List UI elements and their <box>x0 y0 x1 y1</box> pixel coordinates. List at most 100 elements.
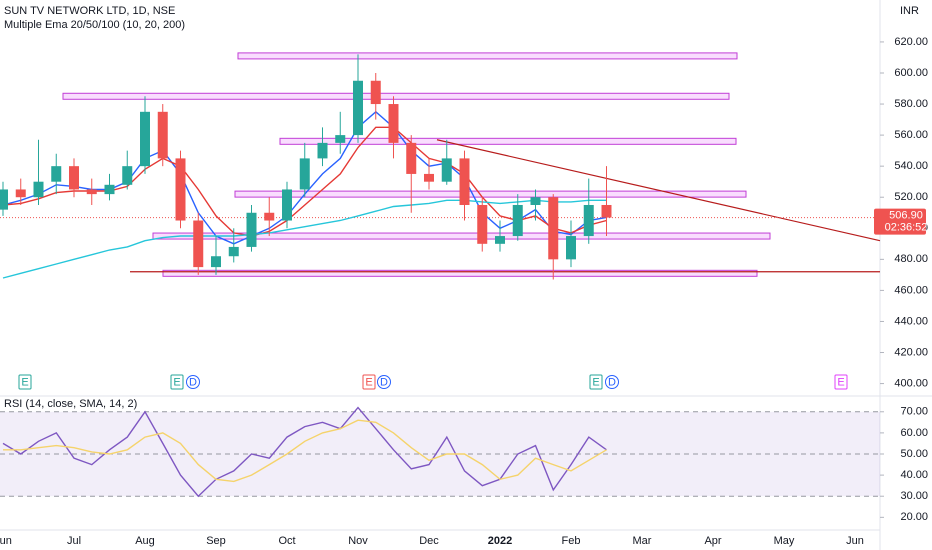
event-label: D <box>608 376 616 388</box>
event-marker <box>18 374 32 390</box>
price-zone <box>162 269 758 277</box>
price-zone <box>279 137 737 145</box>
candle-body <box>406 142 417 174</box>
candle-body <box>104 184 115 195</box>
indicator-label: Multiple Ema 20/50/100 (10, 20, 200) <box>4 19 185 31</box>
candle-body <box>228 246 239 257</box>
rsi-line <box>3 419 607 483</box>
candle-body <box>583 204 594 237</box>
event-marker <box>377 375 391 389</box>
candle-body <box>51 166 62 182</box>
event-label: E <box>837 376 844 388</box>
candle-body <box>335 135 346 143</box>
candle-body <box>530 197 541 205</box>
candle-body <box>122 166 133 185</box>
event-marker <box>834 374 848 390</box>
candle-body <box>69 166 79 190</box>
y-tick-label: 60.00 <box>900 427 928 439</box>
y-tick-label: 460.00 <box>894 284 928 296</box>
y-tick-label: 600.00 <box>894 67 928 79</box>
candle-body <box>459 158 470 205</box>
event-label: E <box>173 376 180 388</box>
x-tick-label: Nov <box>348 535 368 547</box>
candle-body <box>512 204 523 237</box>
candle-body <box>175 158 186 221</box>
x-tick-label: Aug <box>135 535 155 547</box>
y-tick-label: 440.00 <box>894 315 928 327</box>
y-tick-label: 520.00 <box>894 191 928 203</box>
event-marker <box>170 374 184 390</box>
y-tick-label: 480.00 <box>894 253 928 265</box>
x-tick-label: Apr <box>704 535 721 547</box>
event-marker <box>362 374 376 390</box>
candle-body <box>246 212 257 247</box>
candle-body <box>282 189 292 221</box>
x-tick-label: 2022 <box>488 535 512 547</box>
price-zone <box>62 92 730 100</box>
candle-body <box>477 204 488 244</box>
price-badge-timer: 02:36:52 <box>885 221 928 233</box>
x-tick-label: Dec <box>419 535 439 547</box>
candle-body <box>601 204 612 218</box>
price-badge-value: 506.90 <box>889 209 923 221</box>
event-label: D <box>189 376 197 388</box>
rsi-line <box>2 406 607 498</box>
event-label: E <box>592 376 599 388</box>
rsi-label: RSI (14, close, SMA, 14, 2) <box>4 398 137 410</box>
candle-body <box>0 189 8 210</box>
candle-body <box>548 197 559 260</box>
candle-body <box>495 236 505 244</box>
x-tick-label: Feb <box>562 535 581 547</box>
candle-body <box>140 111 150 167</box>
trendline <box>436 139 881 242</box>
x-tick-label: Jun <box>846 535 864 547</box>
y-tick-label: 70.00 <box>900 406 928 418</box>
candle-body <box>15 189 26 198</box>
y-tick-label: 400.00 <box>894 377 928 389</box>
event-marker <box>186 375 200 389</box>
y-tick-label: 560.00 <box>894 129 928 141</box>
event-label: E <box>365 376 372 388</box>
y-tick-label: 30.00 <box>900 490 928 502</box>
candle-body <box>157 111 168 159</box>
ema-line <box>2 199 607 279</box>
candle-body <box>424 173 434 182</box>
chart-title: SUN TV NETWORK LTD, 1D, NSE <box>4 5 175 17</box>
event-label: D <box>380 376 388 388</box>
x-tick-label: Mar <box>633 535 652 547</box>
x-tick-label: Jul <box>67 535 81 547</box>
candle-body <box>441 158 452 182</box>
price-zone <box>237 52 738 60</box>
price-badge <box>874 208 926 235</box>
x-tick-label: Sep <box>206 535 226 547</box>
candle-body <box>317 142 328 159</box>
y-tick-label: 540.00 <box>894 160 928 172</box>
x-tick-label: Oct <box>278 535 295 547</box>
y-tick-label: 620.00 <box>894 36 928 48</box>
x-tick-label: May <box>774 535 795 547</box>
y-tick-label: 40.00 <box>900 469 928 481</box>
currency: INR <box>900 5 919 17</box>
candle-body <box>299 158 310 190</box>
candle-body <box>370 80 381 105</box>
event-marker <box>589 374 603 390</box>
candle-body <box>86 189 97 195</box>
candle-body <box>566 236 576 260</box>
candle-body <box>264 212 275 221</box>
event-marker <box>605 375 619 389</box>
candle-body <box>33 181 44 198</box>
candle-body <box>211 256 221 268</box>
candle-body <box>388 104 399 143</box>
y-tick-label: 580.00 <box>894 98 928 110</box>
price-zone <box>234 190 747 198</box>
candle-body <box>193 220 204 268</box>
event-label: E <box>21 376 28 388</box>
candle-body <box>353 80 363 136</box>
price-zone <box>152 232 771 240</box>
ema-line <box>2 126 607 237</box>
y-tick-label: 20.00 <box>900 511 928 523</box>
y-tick-label: 50.00 <box>900 448 928 460</box>
y-tick-label: 420.00 <box>894 346 928 358</box>
